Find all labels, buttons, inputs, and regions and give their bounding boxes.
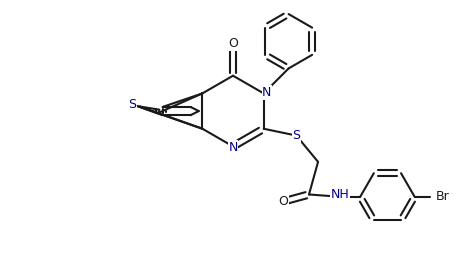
- Text: O: O: [278, 195, 288, 208]
- Text: N: N: [262, 86, 271, 99]
- Text: N: N: [228, 141, 238, 154]
- Text: O: O: [228, 38, 238, 51]
- Text: S: S: [292, 129, 300, 142]
- Text: Br: Br: [436, 190, 450, 203]
- Text: S: S: [128, 98, 136, 111]
- Text: NH: NH: [330, 188, 349, 202]
